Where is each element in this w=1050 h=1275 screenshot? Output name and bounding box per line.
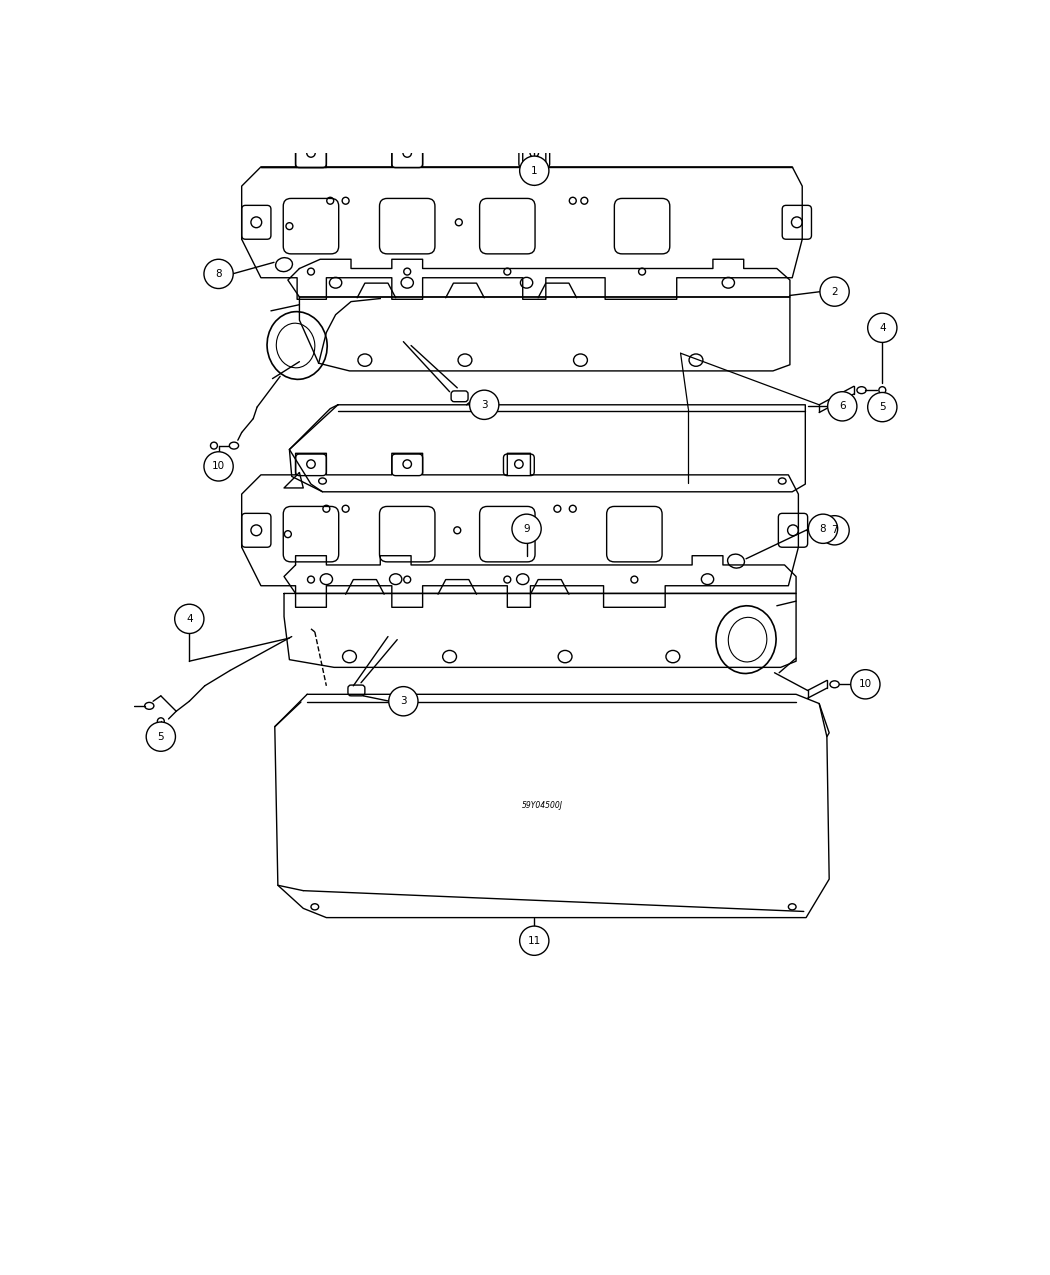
Circle shape: [827, 391, 857, 421]
Circle shape: [204, 451, 233, 481]
Text: 10: 10: [859, 680, 872, 690]
Text: 59Y04500J: 59Y04500J: [522, 802, 563, 811]
Circle shape: [520, 926, 549, 955]
Text: 11: 11: [528, 936, 541, 946]
Text: 5: 5: [879, 402, 885, 412]
Text: 8: 8: [215, 269, 222, 279]
Text: 5: 5: [158, 732, 164, 742]
Circle shape: [174, 604, 204, 634]
Text: 9: 9: [523, 524, 530, 534]
Circle shape: [512, 514, 541, 543]
Text: 6: 6: [839, 402, 845, 412]
Circle shape: [867, 314, 897, 343]
Circle shape: [520, 156, 549, 185]
Circle shape: [388, 687, 418, 715]
Circle shape: [204, 259, 233, 288]
Circle shape: [820, 277, 849, 306]
Text: 8: 8: [820, 524, 826, 534]
Circle shape: [808, 514, 838, 543]
Text: 4: 4: [186, 613, 192, 623]
Text: 4: 4: [879, 323, 885, 333]
Text: 3: 3: [481, 400, 487, 409]
Text: 7: 7: [832, 525, 838, 536]
Circle shape: [469, 390, 499, 419]
Circle shape: [146, 722, 175, 751]
Text: 10: 10: [212, 462, 225, 472]
Circle shape: [850, 669, 880, 699]
Circle shape: [867, 393, 897, 422]
Text: 3: 3: [400, 696, 406, 706]
Text: 2: 2: [832, 287, 838, 297]
Text: 1: 1: [531, 166, 538, 176]
Circle shape: [820, 515, 849, 544]
